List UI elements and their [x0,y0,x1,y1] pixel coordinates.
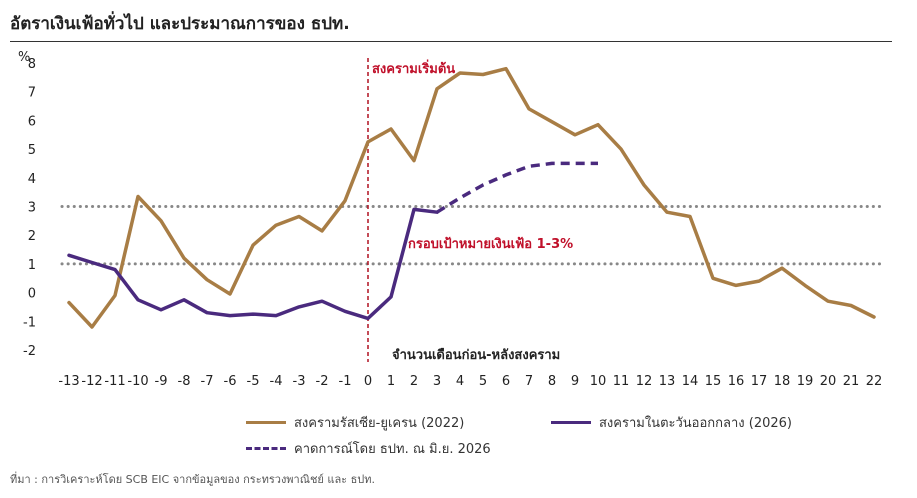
y-tick-label: 3 [28,201,36,216]
x-tick-label: -1 [339,374,352,389]
x-tick-label: 3 [433,374,441,389]
y-tick-label: 2 [28,229,36,244]
x-tick-label: 8 [548,374,556,389]
x-tick-label: 16 [728,374,745,389]
annotation-war-start: สงครามเริ่มต้น [372,59,455,77]
x-tick-label: 13 [659,374,676,389]
y-tick-label: 8 [28,57,36,72]
x-tick-label: -6 [224,374,237,389]
x-tick-label: -5 [247,374,260,389]
x-tick-label: 22 [866,374,883,389]
title-divider [10,41,892,42]
annotation-target-band: กรอบเป้าหมายเงินเฟ้อ 1-3% [408,236,573,252]
x-axis-title: จำนวนเดือนก่อน-หลังสงคราม [392,347,560,363]
y-tick-label: 6 [28,114,36,129]
x-tick-label: 1 [387,374,395,389]
x-tick-label: -8 [178,374,191,389]
x-tick-label: 2 [410,374,418,389]
x-tick-label: 21 [843,374,860,389]
y-tick-label: 4 [28,172,36,187]
chart-title: อัตราเงินเฟ้อทั่วไป และประมาณการของ ธปท. [10,14,350,34]
x-tick-label: 6 [502,374,510,389]
x-tick-label: 18 [774,374,791,389]
x-tick-label: 10 [590,374,607,389]
y-tick-label: 1 [28,258,36,273]
x-tick-label: -10 [127,374,148,389]
y-tick-label: 7 [28,86,36,101]
x-tick-label: 20 [820,374,837,389]
x-tick-label: 12 [636,374,653,389]
series-forecast-line [436,161,598,214]
x-tick-label: -11 [104,374,125,389]
y-axis-unit-label: % [18,50,30,65]
series-russia-ukraine-line [67,66,876,329]
x-tick-label: -2 [316,374,329,389]
x-tick-label: -3 [293,374,306,389]
y-tick-label: -1 [23,315,36,330]
x-tick-label: -13 [58,374,79,389]
x-tick-label: 15 [705,374,722,389]
x-tick-label: 0 [364,374,372,389]
x-tick-label: -4 [270,374,283,389]
y-tick-label: 5 [28,143,36,158]
x-tick-label: 19 [797,374,814,389]
x-tick-label: 17 [751,374,768,389]
y-tick-label: -2 [23,344,36,359]
source-note: ที่มา : การวิเคราะห์โดย SCB EIC จากข้อมู… [10,473,376,486]
x-tick-label: 5 [479,374,487,389]
x-tick-label: 9 [571,374,579,389]
x-tick-label: 11 [613,374,630,389]
x-tick-label: 14 [682,374,699,389]
series-middle-east-line [67,207,439,321]
x-tick-label: -12 [81,374,102,389]
x-tick-label: 4 [456,374,464,389]
x-tick-label: 7 [525,374,533,389]
x-tick-label: -9 [155,374,168,389]
y-tick-label: 0 [28,287,36,302]
x-tick-label: -7 [201,374,214,389]
